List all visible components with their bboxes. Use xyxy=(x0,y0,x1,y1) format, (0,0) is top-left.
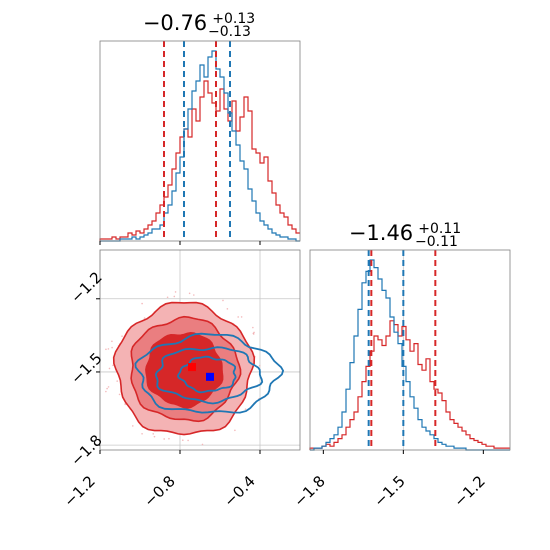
param2-title-plus: +0.11 xyxy=(418,221,461,237)
scatter-point xyxy=(193,294,195,296)
scatter-point xyxy=(121,335,123,337)
scatter-point xyxy=(131,425,134,427)
joint-x-tick-labels: −1.2 −0.8 −0.4 xyxy=(60,472,258,510)
scatter-point xyxy=(258,364,261,367)
scatter-point xyxy=(141,432,143,435)
scatter-point xyxy=(163,438,165,440)
blue-contour-level xyxy=(154,346,264,405)
scatter-point xyxy=(118,393,121,396)
scatter-point xyxy=(174,291,177,293)
scatter-point xyxy=(105,348,107,351)
scatter-point xyxy=(234,429,236,432)
right-x-tick-labels: −1.8 −1.5 −1.2 xyxy=(290,472,488,510)
scatter-point xyxy=(237,316,239,318)
param2-title: −1.46 +0.11 xyxy=(349,221,461,245)
scatter-point xyxy=(153,435,156,438)
blue-contour-level xyxy=(176,355,237,394)
scatter-point xyxy=(111,346,113,349)
scatter-point xyxy=(226,308,229,310)
right-x-tick-label: −1.5 xyxy=(370,472,408,510)
scatter-point xyxy=(105,390,107,393)
param1-title: −0.76 +0.13 xyxy=(143,11,255,35)
axis-frame xyxy=(309,249,511,451)
scatter-point xyxy=(244,408,247,411)
axis-frame xyxy=(99,249,301,451)
joint-x-tick-label: −0.8 xyxy=(140,472,178,510)
joint-x-tick-label: −0.4 xyxy=(220,472,258,510)
scatter-point xyxy=(116,380,119,382)
scatter-point xyxy=(252,333,255,335)
hist-red-param1 xyxy=(99,80,300,241)
blue-contour-level xyxy=(134,332,285,414)
scatter-point xyxy=(107,348,110,350)
histogram-param2-panel xyxy=(309,249,511,454)
joint-density-panel xyxy=(96,249,301,454)
axis-frame xyxy=(99,40,301,242)
histogram-param1-panel xyxy=(99,40,301,245)
scatter-point xyxy=(124,403,126,406)
scatter-point xyxy=(187,439,189,442)
truth-marker-red xyxy=(188,363,196,372)
scatter-point xyxy=(108,367,111,370)
scatter-point xyxy=(182,439,184,442)
scatter-point xyxy=(201,443,204,446)
scatter-point xyxy=(166,296,169,299)
scatter-point xyxy=(240,316,243,318)
param2-title-minus: −0.11 xyxy=(415,234,458,250)
joint-x-tick-label: −1.2 xyxy=(60,472,98,510)
scatter-point xyxy=(222,299,224,302)
hist-red-param2 xyxy=(309,320,510,450)
scatter-point xyxy=(168,437,170,440)
truth-marker-blue xyxy=(206,372,214,381)
right-x-tick-label: −1.2 xyxy=(450,472,488,510)
scatter-point xyxy=(141,302,143,305)
right-x-tick-label: −1.8 xyxy=(290,472,328,510)
scatter-point xyxy=(152,433,155,435)
scatter-point xyxy=(143,317,146,319)
scatter-point xyxy=(188,292,191,295)
param1-title-plus: +0.13 xyxy=(212,11,255,27)
scatter-point xyxy=(111,340,113,343)
hist-blue-param2 xyxy=(310,259,510,451)
param1-title-median: −0.76 xyxy=(143,11,207,35)
hist-blue-param1 xyxy=(100,50,300,242)
scatter-point xyxy=(252,326,254,329)
scatter-point xyxy=(106,387,108,390)
param2-title-median: −1.46 xyxy=(349,221,413,245)
param1-title-minus: −0.13 xyxy=(208,24,251,40)
scatter-point xyxy=(112,364,114,367)
scatter-point xyxy=(253,331,255,334)
scatter-point xyxy=(173,295,176,298)
scatter-point xyxy=(107,386,110,388)
